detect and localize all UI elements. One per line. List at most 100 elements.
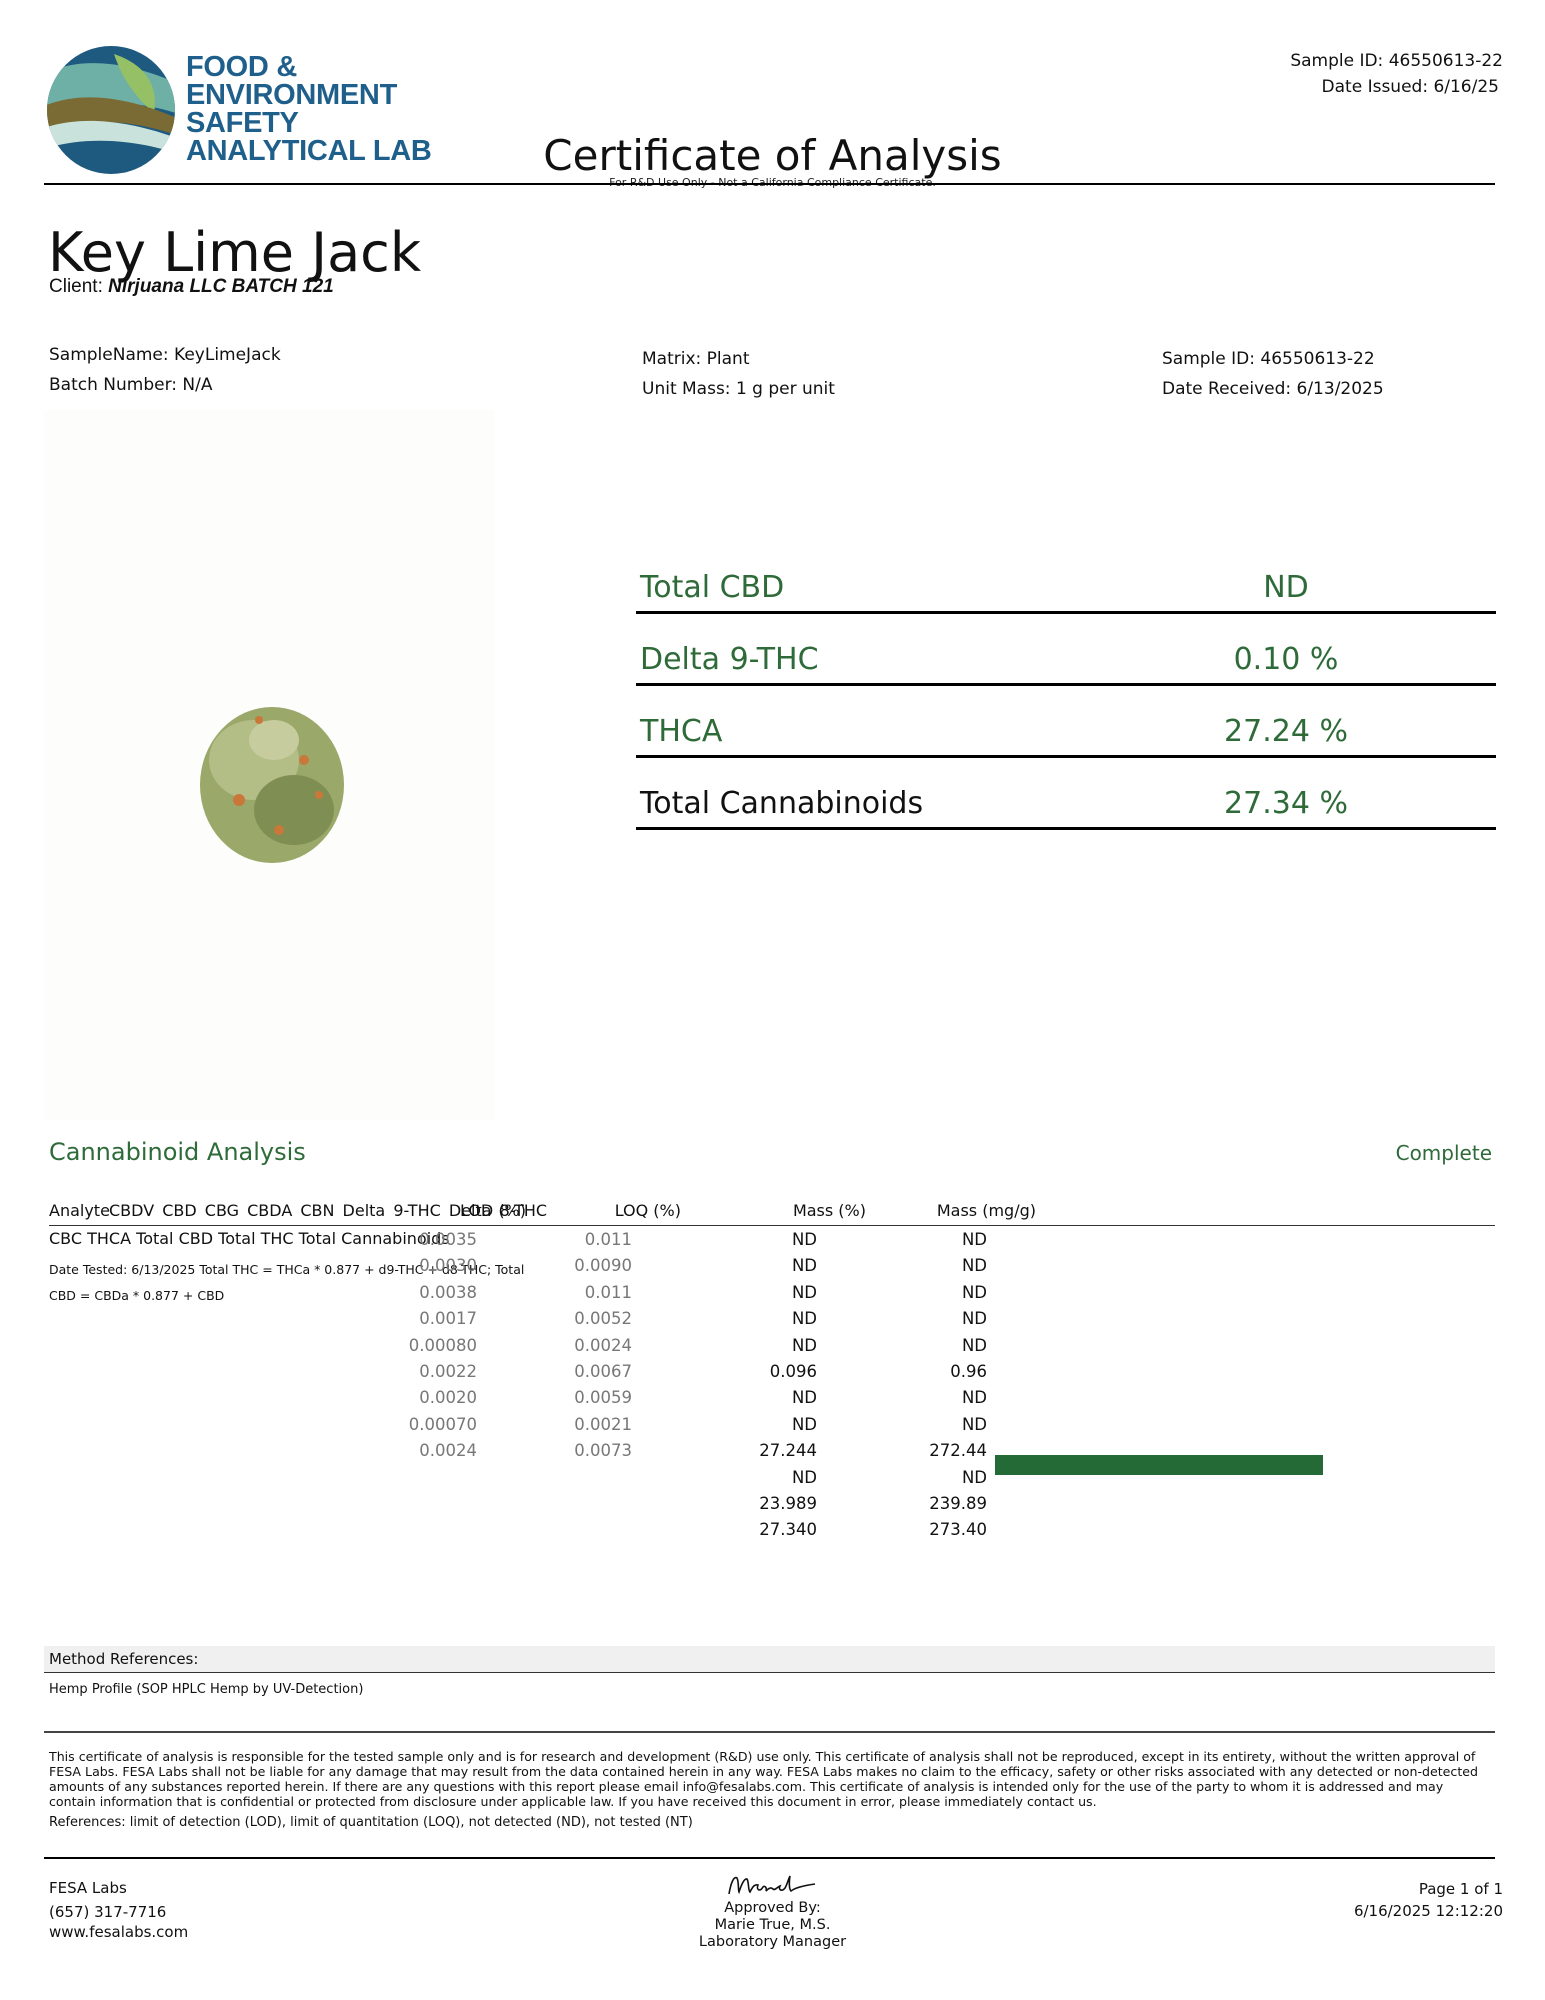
mass-mg-column: ND ND ND ND ND 0.96 ND ND 272.44 ND 239.89 273.40 [850,1227,987,1544]
mass-mg-cell: ND [961,1335,987,1355]
mass-mg-cell: 239.89 [929,1494,987,1514]
lod-cell: 0.0030 [419,1256,477,1276]
header-sample-info: Sample ID: 46550613-22 Date Issued: 6/16… [1290,48,1503,100]
summary-label: Delta 9-THC [640,642,819,677]
summary-label: Total CBD [640,570,785,605]
analysis-status: Complete [1395,1141,1492,1165]
method-references-heading: Method References: [44,1646,1495,1673]
lab-logo-wordmark: FOOD & ENVIRONMENT SAFETY ANALYTICAL LAB [186,51,432,167]
summary-label: Total Cannabinoids [640,786,924,821]
disclaimer-text: This certificate of analysis is responsi… [49,1749,1479,1809]
loq-cell: 0.011 [584,1282,632,1302]
thca-result-bar [995,1455,1323,1475]
lod-cell: 0.0035 [419,1230,477,1249]
mass-mg-cell: ND [961,1309,987,1329]
loq-cell: 0.0090 [574,1256,632,1276]
batch-number: Batch Number: N/A [49,375,213,395]
approver-title: Laboratory Manager [698,1934,847,1950]
summary-value: 27.34 % [1224,786,1348,821]
analyte-header: Analyte [49,1201,110,1220]
section-title: Cannabinoid Analysis [49,1138,306,1166]
client-label: Client: [49,276,103,297]
signature-image [727,1875,815,1895]
lab-logo-icon [47,46,175,174]
lod-header: LOD (%) [459,1201,526,1220]
approved-by-label: Approved By: [724,1900,821,1916]
sample-meta-right: Sample ID: 46550613-22 Date Received: 6/… [1162,344,1384,404]
loq-cell: 0.0073 [574,1441,632,1461]
page-title: Certificate of Analysis [543,131,1002,180]
mass-pct-cell: ND [791,1467,817,1487]
product-photo [44,410,494,1120]
mass-mg-cell: ND [961,1414,987,1434]
mass-pct-cell: ND [791,1256,817,1276]
unit-mass: Unit Mass: 1 g per unit [642,379,835,399]
mass-pct-cell: ND [791,1282,817,1302]
lod-cell: 0.0020 [419,1388,477,1408]
report-timestamp: 6/16/2025 12:12:20 [1353,1902,1503,1920]
table-header: Analyte LOD (%) LOQ (%) Mass (%) Mass (m… [49,1201,1495,1226]
loq-column: 0.011 0.0090 0.011 0.0052 0.0024 0.0067 0.0059… [530,1227,632,1465]
mass-pct-cell: 0.096 [769,1362,817,1382]
mass-mg-cell: ND [961,1467,987,1487]
mass-mg-cell: ND [961,1230,987,1249]
footer-approval: Approved By: Marie True, M.S. Laboratory… [0,1872,1545,1951]
method-reference: Hemp Profile (SOP HPLC Hemp by UV-Detect… [49,1682,364,1697]
summary-value: ND [1263,570,1309,605]
header-divider [44,183,1495,185]
summary-row-total-cannabinoids: Total Cannabinoids 27.34 % [636,757,1496,830]
loq-cell: 0.0021 [574,1414,632,1434]
summary-row-thca: THCA 27.24 % [636,685,1496,758]
loq-cell: 0.0024 [574,1335,632,1355]
mass-pct-cell: ND [791,1414,817,1434]
client-value: Nirjuana LLC BATCH 121 [108,276,334,297]
footer-divider [44,1857,1495,1859]
mass-mg-cell: ND [961,1282,987,1302]
mass-pct-cell: ND [791,1388,817,1408]
mass-pct-cell: 27.244 [759,1441,817,1461]
lod-cell: 0.00080 [408,1335,477,1355]
lod-cell: 0.0017 [419,1309,477,1329]
summary-value: 0.10 % [1233,642,1339,677]
lod-cell: 0.00070 [408,1414,477,1434]
matrix: Matrix: Plant [642,349,750,369]
mass-mg-cell: ND [961,1256,987,1276]
mass-pct-header: Mass (%) [792,1201,866,1220]
sample-id: Sample ID: 46550613-22 [1162,349,1375,369]
mass-mg-cell: 0.96 [950,1362,987,1382]
footer-company-info: FESA Labs (657) 317-7716 www.fesalabs.co… [49,1878,188,1942]
company-name: FESA Labs [49,1879,127,1897]
page-number: Page 1 of 1 [1418,1880,1503,1898]
sample-meta-middle: Matrix: Plant Unit Mass: 1 g per unit [642,344,835,404]
summary-label: THCA [640,714,723,749]
analyte-list-continued: CBC THCA Total CBD Total THC Total Canna… [49,1229,450,1248]
mass-mg-cell: ND [961,1388,987,1408]
mass-mg-cell: 272.44 [929,1441,987,1461]
lod-cell: 0.0038 [419,1282,477,1302]
company-phone: (657) 317-7716 [49,1903,167,1921]
disclaimer-divider [44,1731,1495,1733]
header-date-issued: Date Issued: 6/16/25 [1321,77,1499,97]
summary-row-delta9-thc: Delta 9-THC 0.10 % [636,613,1496,686]
references-text: References: limit of detection (LOD), li… [49,1815,693,1830]
mass-pct-column: ND ND ND ND ND 0.096 ND ND 27.244 ND 23.989 27.340 [690,1227,817,1544]
rd-use-note: For R&D Use Only - Not a California Comp… [0,176,1545,189]
loq-cell: 0.0059 [574,1388,632,1408]
mass-mg-cell: 273.40 [929,1520,987,1540]
test-date-note: Date Tested: 6/13/2025 Total THC = THCa … [49,1262,525,1303]
mass-pct-cell: 27.340 [759,1520,817,1540]
loq-cell: 0.011 [584,1230,632,1249]
loq-header: LOQ (%) [614,1201,681,1220]
lod-column: 0.0035 0.0030 0.0038 0.0017 0.00080 0.0022 0.0… [380,1227,477,1465]
footer-page-info: Page 1 of 1 6/16/2025 12:12:20 [1354,1878,1503,1922]
header-sample-id: Sample ID: 46550613-22 [1290,51,1503,71]
sample-meta-left: SampleName: KeyLimeJack Batch Number: N/… [49,340,281,400]
loq-cell: 0.0067 [574,1362,632,1382]
approver-name: Marie True, M.S. [714,1917,831,1933]
client-line: Client: Nirjuana LLC BATCH 121 [49,276,334,298]
company-website[interactable]: www.fesalabs.com [49,1923,189,1941]
date-received: Date Received: 6/13/2025 [1162,379,1384,399]
lod-cell: 0.0022 [419,1362,477,1382]
mass-pct-cell: ND [791,1335,817,1355]
mass-pct-cell: ND [791,1230,817,1249]
